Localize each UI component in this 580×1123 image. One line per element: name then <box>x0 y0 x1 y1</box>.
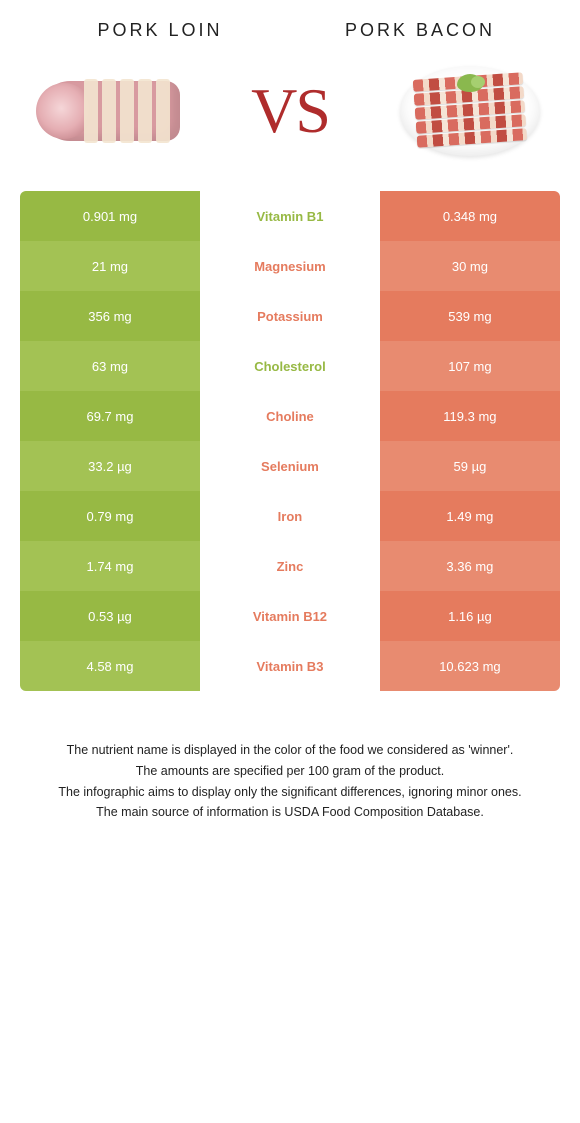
header: Pork loin Pork bacon <box>0 0 580 51</box>
right-value: 1.49 mg <box>380 491 560 541</box>
table-row: 356 mgPotassium539 mg <box>20 291 560 341</box>
nutrient-name: Vitamin B12 <box>200 591 380 641</box>
left-value: 356 mg <box>20 291 200 341</box>
table-row: 4.58 mgVitamin B310.623 mg <box>20 641 560 691</box>
table-row: 0.53 µgVitamin B121.16 µg <box>20 591 560 641</box>
table-row: 1.74 mgZinc3.36 mg <box>20 541 560 591</box>
table-row: 63 mgCholesterol107 mg <box>20 341 560 391</box>
footer-line-1: The nutrient name is displayed in the co… <box>20 741 560 760</box>
right-value: 539 mg <box>380 291 560 341</box>
right-value: 119.3 mg <box>380 391 560 441</box>
nutrient-name: Vitamin B3 <box>200 641 380 691</box>
left-value: 4.58 mg <box>20 641 200 691</box>
left-value: 0.53 µg <box>20 591 200 641</box>
table-row: 0.79 mgIron1.49 mg <box>20 491 560 541</box>
footer-notes: The nutrient name is displayed in the co… <box>0 741 580 822</box>
nutrient-name: Choline <box>200 391 380 441</box>
left-value: 33.2 µg <box>20 441 200 491</box>
left-value: 0.79 mg <box>20 491 200 541</box>
right-food-title: Pork bacon <box>290 20 550 41</box>
right-value: 1.16 µg <box>380 591 560 641</box>
left-value: 69.7 mg <box>20 391 200 441</box>
table-row: 33.2 µgSelenium59 µg <box>20 441 560 491</box>
table-row: 21 mgMagnesium30 mg <box>20 241 560 291</box>
right-value: 59 µg <box>380 441 560 491</box>
nutrient-name: Magnesium <box>200 241 380 291</box>
nutrient-table: 0.901 mgVitamin B10.348 mg21 mgMagnesium… <box>20 191 560 691</box>
right-value: 107 mg <box>380 341 560 391</box>
nutrient-name: Iron <box>200 491 380 541</box>
pork-loin-image <box>30 61 190 161</box>
images-row: VS <box>0 51 580 191</box>
nutrient-name: Potassium <box>200 291 380 341</box>
nutrient-name: Cholesterol <box>200 341 380 391</box>
left-food-title: Pork loin <box>30 20 290 41</box>
footer-line-4: The main source of information is USDA F… <box>20 803 560 822</box>
nutrient-name: Vitamin B1 <box>200 191 380 241</box>
table-row: 0.901 mgVitamin B10.348 mg <box>20 191 560 241</box>
right-value: 10.623 mg <box>380 641 560 691</box>
right-value: 0.348 mg <box>380 191 560 241</box>
footer-line-3: The infographic aims to display only the… <box>20 783 560 802</box>
right-value: 30 mg <box>380 241 560 291</box>
nutrient-name: Selenium <box>200 441 380 491</box>
left-value: 1.74 mg <box>20 541 200 591</box>
pork-bacon-image <box>390 61 550 161</box>
vs-text: VS <box>251 74 329 148</box>
footer-line-2: The amounts are specified per 100 gram o… <box>20 762 560 781</box>
nutrient-name: Zinc <box>200 541 380 591</box>
table-row: 69.7 mgCholine119.3 mg <box>20 391 560 441</box>
right-value: 3.36 mg <box>380 541 560 591</box>
left-value: 21 mg <box>20 241 200 291</box>
left-value: 63 mg <box>20 341 200 391</box>
left-value: 0.901 mg <box>20 191 200 241</box>
